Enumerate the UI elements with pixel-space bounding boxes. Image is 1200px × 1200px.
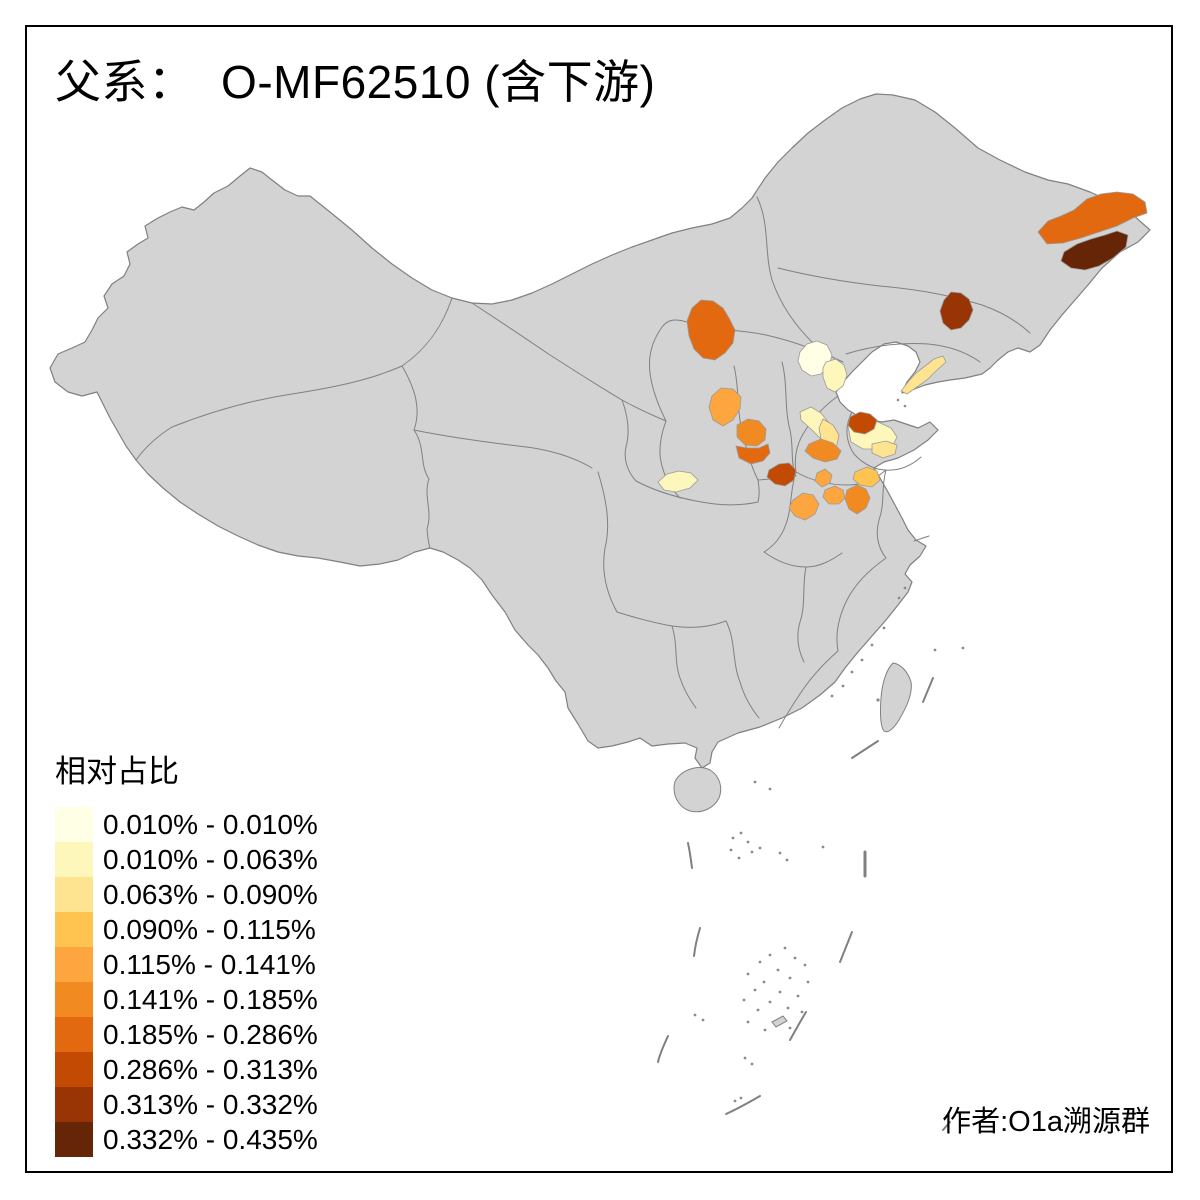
legend-label: 0.063% - 0.090% bbox=[103, 878, 318, 910]
legend-label: 0.010% - 0.010% bbox=[103, 808, 318, 840]
legend-swatch bbox=[55, 947, 93, 982]
region-shandong-north-coast bbox=[847, 411, 878, 435]
region-shanxi-central bbox=[736, 418, 767, 447]
island-dots bbox=[693, 398, 965, 1103]
legend-row: 0.010% - 0.063% bbox=[55, 842, 318, 877]
region-henan-sanmenxia bbox=[766, 462, 797, 487]
region-heilongjiang-northeast bbox=[1037, 191, 1148, 245]
legend-swatch bbox=[55, 842, 93, 877]
legend-title: 相对占比 bbox=[55, 754, 179, 789]
region-henan-central-small bbox=[814, 468, 833, 488]
taiwan-island bbox=[879, 662, 912, 733]
plot-frame bbox=[25, 25, 1173, 1173]
region-langfang-tianjin bbox=[822, 358, 848, 393]
region-shandong-central bbox=[871, 440, 898, 459]
legend-swatch bbox=[55, 807, 93, 842]
region-henan-zhengzhou bbox=[822, 485, 846, 505]
legend-row: 0.313% - 0.332% bbox=[55, 1087, 318, 1122]
islands bbox=[673, 662, 912, 1028]
region-heilongjiang-east bbox=[1060, 230, 1129, 271]
legend-label: 0.185% - 0.286% bbox=[103, 1018, 318, 1050]
legend-label: 0.090% - 0.115% bbox=[103, 913, 316, 945]
legend-swatch bbox=[55, 1087, 93, 1122]
legend-row: 0.185% - 0.286% bbox=[55, 1017, 318, 1052]
legend-label: 0.115% - 0.141% bbox=[103, 948, 316, 980]
legend-swatch bbox=[55, 912, 93, 947]
south-sea-islet bbox=[771, 1015, 788, 1028]
legend-row: 0.115% - 0.141% bbox=[55, 947, 318, 982]
legend-swatch bbox=[55, 1122, 93, 1157]
legend-label: 0.286% - 0.313% bbox=[103, 1053, 318, 1085]
legend-swatch bbox=[55, 1052, 93, 1087]
sea-boundary-dashes bbox=[657, 677, 951, 1131]
region-gansu-lanzhou bbox=[657, 470, 699, 493]
region-henan-north bbox=[804, 438, 842, 463]
legend-label: 0.313% - 0.332% bbox=[103, 1088, 318, 1120]
legend-row: 0.010% - 0.010% bbox=[55, 807, 318, 842]
attribution: 作者:O1a溯源群 bbox=[942, 1106, 1150, 1138]
legend-label: 0.141% - 0.185% bbox=[103, 983, 318, 1015]
region-shanxi-north bbox=[708, 387, 742, 427]
legend-label: 0.010% - 0.063% bbox=[103, 843, 318, 875]
region-liaoning-dalian bbox=[900, 355, 947, 395]
legend-swatch bbox=[55, 877, 93, 912]
legend: 相对占比 0.010% - 0.010% 0.010% - 0.063% 0.063… bbox=[55, 746, 318, 1157]
legend-rows: 0.010% - 0.010% 0.010% - 0.063% 0.063% - 0… bbox=[55, 807, 318, 1157]
region-shandong-southwest bbox=[852, 466, 881, 488]
legend-row: 0.332% - 0.435% bbox=[55, 1122, 318, 1157]
colored-regions bbox=[657, 191, 1148, 521]
region-henan-east bbox=[844, 484, 871, 515]
legend-row: 0.090% - 0.115% bbox=[55, 912, 318, 947]
legend-row: 0.063% - 0.090% bbox=[55, 877, 318, 912]
legend-row: 0.141% - 0.185% bbox=[55, 982, 318, 1017]
hainan-island bbox=[673, 767, 722, 813]
legend-label: 0.332% - 0.435% bbox=[103, 1123, 318, 1155]
legend-swatch bbox=[55, 1017, 93, 1052]
region-shanxi-south bbox=[735, 443, 771, 465]
legend-row: 0.286% - 0.313% bbox=[55, 1052, 318, 1087]
region-inner-mongolia-west bbox=[686, 299, 736, 361]
legend-swatch bbox=[55, 982, 93, 1017]
plot-title: 父系： O-MF62510 (含下游) bbox=[55, 56, 656, 108]
region-jilin-central bbox=[939, 291, 974, 331]
region-henan-nanyang bbox=[788, 492, 820, 521]
